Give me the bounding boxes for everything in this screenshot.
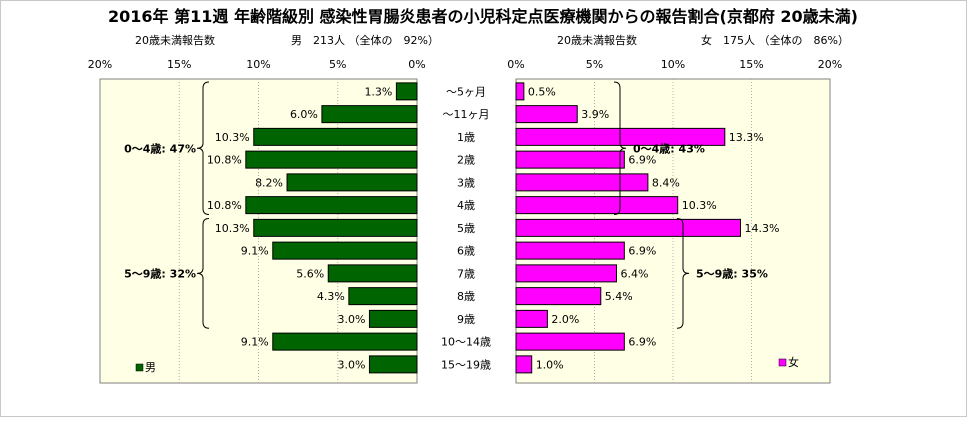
female-value-label: 14.3% xyxy=(745,222,780,235)
male-value-label: 9.1% xyxy=(241,245,269,258)
male-value-label: 10.3% xyxy=(215,131,250,144)
female-bar xyxy=(515,332,625,351)
category-label: 9歳 xyxy=(457,313,475,326)
male-bar xyxy=(253,218,418,237)
category-label: 3歳 xyxy=(457,176,475,189)
age-group-brace xyxy=(196,81,210,215)
male-value-label: 1.3% xyxy=(364,85,392,98)
male-age-group-label: 5～9歳: 32% xyxy=(124,266,196,280)
female-subtitle-right: 女 175人 （全体の 86%） xyxy=(701,33,849,47)
male-bar xyxy=(348,287,418,306)
male-subtitle-left: 20歳未満報告数 xyxy=(135,34,215,47)
male-value-label: 4.3% xyxy=(317,290,345,303)
category-label: ～5ヶ月 xyxy=(446,85,486,98)
female-value-label: 2.0% xyxy=(551,313,579,326)
female-value-label: 3.9% xyxy=(581,108,609,121)
female-value-label: 0.5% xyxy=(528,85,556,98)
category-label: 5歳 xyxy=(457,222,475,235)
category-labels: ～5ヶ月 ～11ヶ月 1歳 2歳 3歳 4歳 5歳 6歳 7歳 8歳 9歳 10～14歳 15～19歳 xyxy=(441,85,491,371)
male-age-group-label: 0～4歳: 47% xyxy=(124,141,196,155)
female-axis-tick: 15% xyxy=(739,58,763,71)
female-bar xyxy=(515,355,533,374)
female-bar xyxy=(515,309,548,328)
category-label: 15～19歳 xyxy=(441,358,491,371)
male-bar xyxy=(368,309,418,328)
category-label: ～11ヶ月 xyxy=(443,108,490,121)
female-axis-tick: 5% xyxy=(586,58,603,71)
male-bar xyxy=(253,127,418,146)
female-value-label: 6.9% xyxy=(628,336,656,349)
male-bar xyxy=(395,82,418,101)
female-bar xyxy=(515,196,679,215)
male-bar xyxy=(272,332,418,351)
female-axis-tick: 10% xyxy=(661,58,685,71)
male-bar xyxy=(272,241,418,260)
male-axis-tick: 5% xyxy=(329,58,346,71)
female-value-label: 6.4% xyxy=(620,267,648,280)
male-axis-tick: 15% xyxy=(167,58,191,71)
age-group-brace xyxy=(613,81,627,215)
female-bar xyxy=(515,150,625,169)
male-value-label: 9.1% xyxy=(241,336,269,349)
category-label: 10～14歳 xyxy=(441,336,491,349)
legend-female-swatch xyxy=(778,358,787,367)
age-group-brace xyxy=(676,218,690,329)
male-bar xyxy=(327,264,418,283)
female-age-group-label: 0～4歳: 43% xyxy=(633,141,705,155)
male-bar xyxy=(245,196,418,215)
category-label: 1歳 xyxy=(457,131,475,144)
legend-male-swatch xyxy=(135,363,144,372)
category-label: 4歳 xyxy=(457,199,475,212)
female-axis-tick: 0% xyxy=(507,58,524,71)
female-age-group-label: 5～9歳: 35% xyxy=(696,266,768,280)
bars: 1.3% 0.5% 6.0% 3.9% 10.3% 13.3% 10.8% 6.9% 8.2% 8… xyxy=(207,82,780,374)
male-bar xyxy=(368,355,418,374)
male-axis-tick: 20% xyxy=(88,58,112,71)
female-value-label: 6.9% xyxy=(628,154,656,167)
female-value-label: 8.4% xyxy=(652,176,680,189)
female-bar xyxy=(515,82,525,101)
female-bar xyxy=(515,287,602,306)
female-bar xyxy=(515,173,649,192)
male-value-label: 10.3% xyxy=(215,222,250,235)
female-value-label: 6.9% xyxy=(628,245,656,258)
male-bar xyxy=(245,150,418,169)
female-bar xyxy=(515,105,578,124)
category-label: 6歳 xyxy=(457,245,475,258)
age-group-annotations: 0～4歳: 47% 5～9歳: 32% 0～4歳: 43% 5～9歳: 35% xyxy=(124,81,768,329)
male-value-label: 8.2% xyxy=(255,176,283,189)
male-value-label: 10.8% xyxy=(207,154,242,167)
male-axis-tick: 10% xyxy=(246,58,270,71)
category-label: 2歳 xyxy=(457,154,475,167)
legend-female-label: 女 xyxy=(788,355,799,369)
female-subtitle-left: 20歳未満報告数 xyxy=(557,34,637,47)
male-value-label: 6.0% xyxy=(290,108,318,121)
category-label: 7歳 xyxy=(457,267,475,280)
male-bar xyxy=(286,173,418,192)
male-value-label: 5.6% xyxy=(296,267,324,280)
female-value-label: 13.3% xyxy=(729,131,764,144)
age-group-brace xyxy=(196,218,210,329)
female-value-label: 10.3% xyxy=(682,199,717,212)
female-bar xyxy=(515,218,742,237)
female-value-label: 5.4% xyxy=(605,290,633,303)
category-label: 8歳 xyxy=(457,290,475,303)
female-bar xyxy=(515,241,625,260)
male-value-label: 10.8% xyxy=(207,199,242,212)
male-bar xyxy=(321,105,418,124)
male-subtitle-right: 男 213人 （全体の 92%） xyxy=(291,33,439,47)
axis-ticks: 0% 0% 5% 5% 10% 10% 15% 15% 20% 20% xyxy=(88,58,842,71)
male-value-label: 3.0% xyxy=(337,313,365,326)
male-value-label: 3.0% xyxy=(337,358,365,371)
female-bar xyxy=(515,264,617,283)
female-value-label: 1.0% xyxy=(536,358,564,371)
male-axis-tick: 0% xyxy=(408,58,425,71)
female-axis-tick: 20% xyxy=(818,58,842,71)
chart-title: 2016年 第11週 年齢階級別 感染性胃腸炎患者の小児科定点医療機関からの報告… xyxy=(108,7,858,26)
legend-male-label: 男 xyxy=(145,361,156,374)
